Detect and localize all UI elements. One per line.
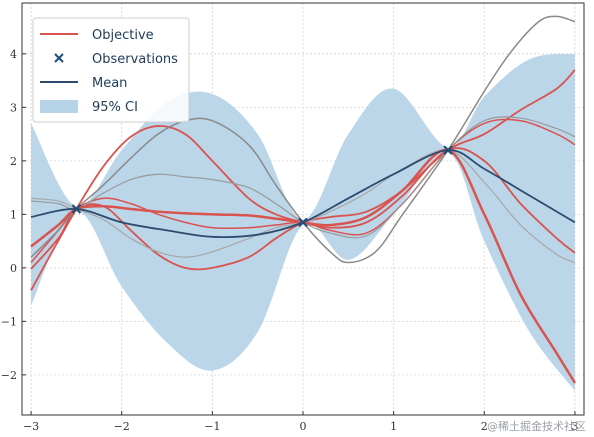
y-tick-label: 3 [10,101,17,114]
y-tick-label: −1 [1,315,17,328]
axes [21,2,585,416]
legend: Objective Observations Mean 95% CI [32,17,190,123]
observation-stroke-b [298,217,308,228]
y-tick-label: 1 [10,208,17,221]
x-tick-label: 0 [300,420,307,433]
legend-swatch-patch [40,100,78,113]
sample-path-5 [31,116,576,239]
legend-item-objective: Objective [40,28,154,43]
observation-stroke-b [443,145,453,155]
y-tick-label: 4 [10,48,17,61]
x-tick-label: 2 [481,420,488,433]
y-tick-label: −2 [1,369,17,382]
x-tick-label: −2 [114,420,130,433]
x-tick-label: 1 [390,420,397,433]
observation-marker-1 [298,217,308,228]
y-tick-label: 2 [10,155,17,168]
legend-label: Objective [92,28,154,43]
tick-labels: −3 −2 −1 0 1 2 3 −2 −1 0 1 2 3 4 [1,48,579,433]
legend-label: Mean [92,76,127,91]
observations-layer [71,145,453,228]
observation-marker-0 [71,204,82,214]
legend-label: 95% CI [92,100,138,115]
sample-path-0 [30,125,576,291]
watermark-text: @稀土掘金技术社区 [487,419,586,433]
legend-label: Observations [92,52,178,67]
legend-item-mean: Mean [40,76,127,91]
y-tick-label: 0 [10,262,17,275]
x-tick-label: −3 [23,420,39,433]
observation-stroke-b [71,204,82,214]
sample-path-6 [31,149,576,264]
legend-item-observations: Observations [54,52,178,67]
observation-marker-2 [443,145,453,155]
legend-swatch-x-b [54,53,64,63]
x-tick-label: −1 [204,420,220,433]
legend-box [32,17,190,123]
objective-line [30,148,576,384]
x-tick-label: 3 [571,420,578,433]
legend-item-95-ci: 95% CI [40,100,138,115]
sample-path-3 [30,118,576,263]
